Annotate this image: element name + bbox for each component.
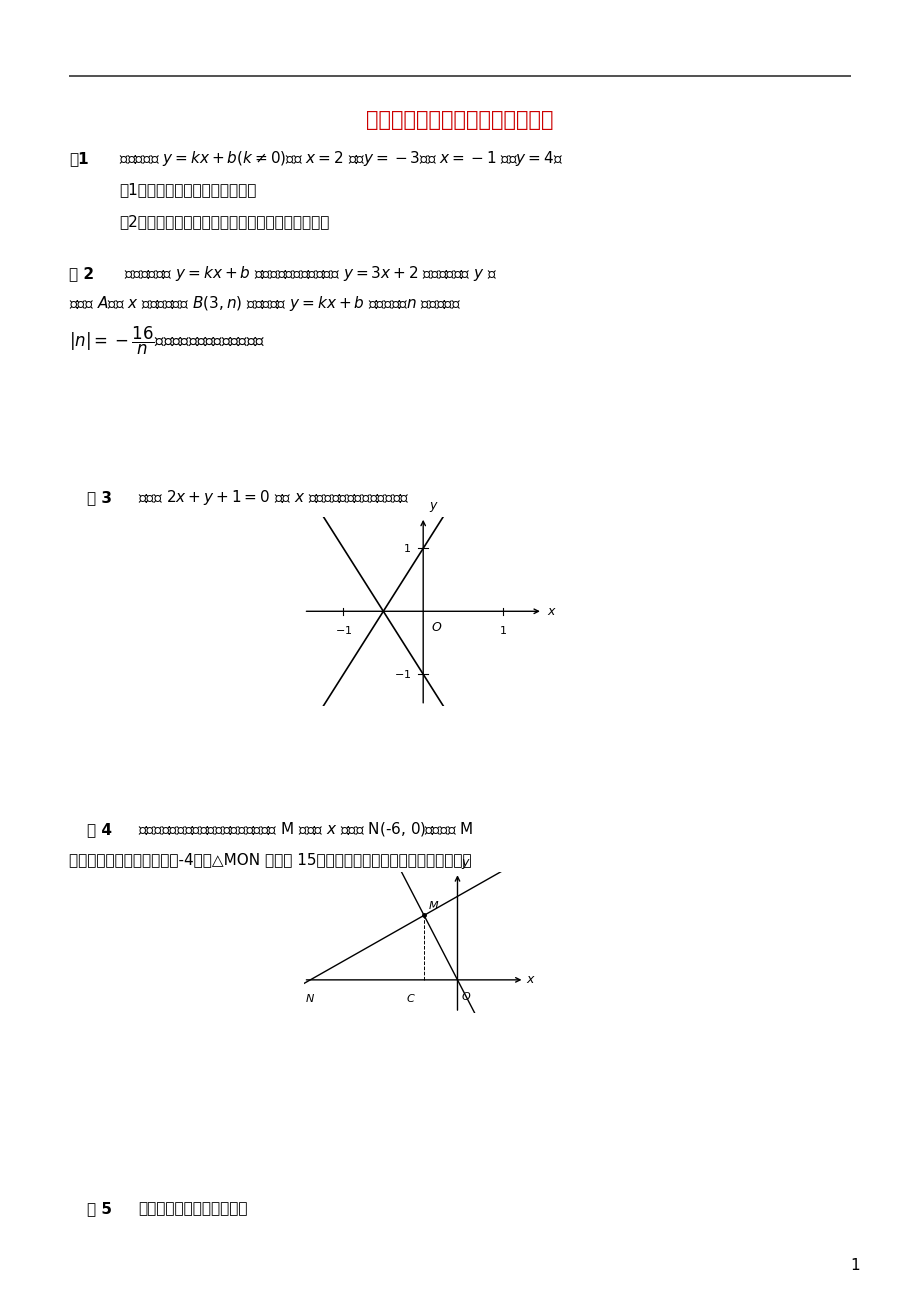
Text: $C$: $C$ <box>405 992 415 1004</box>
Text: $-1$: $-1$ <box>393 668 411 680</box>
Text: $x$: $x$ <box>525 974 535 987</box>
Text: 例 2: 例 2 <box>69 266 94 281</box>
Text: 设一次函数 $y=kx+b(k\neq 0)$，当 $x=2$ 时，$y=-3$，当 $x=-1$ 时，$y=4$。: 设一次函数 $y=kx+b(k\neq 0)$，当 $x=2$ 时，$y=-3$… <box>110 150 563 168</box>
Text: $M$: $M$ <box>427 900 439 911</box>
Text: $y$: $y$ <box>428 500 438 514</box>
Text: $x$: $x$ <box>546 605 556 617</box>
Text: $O$: $O$ <box>431 621 442 634</box>
Text: （1）求这个一次函数的解析式；: （1）求这个一次函数的解析式； <box>119 182 256 198</box>
Text: $N$: $N$ <box>305 992 315 1004</box>
Text: $y$: $y$ <box>460 857 471 871</box>
Text: 已知一次函数的图象交正比例函数图象于 M 点，交 $x$ 轴于点 N(-6, 0)，又知点 M: 已知一次函数的图象交正比例函数图象于 M 点，交 $x$ 轴于点 N(-6, 0… <box>138 820 472 838</box>
Text: 例1: 例1 <box>69 151 88 167</box>
Text: 例 4: 例 4 <box>87 822 112 837</box>
Text: 例 5: 例 5 <box>87 1200 112 1216</box>
Text: 已知一次函数 $y=kx+b$ 的图像与另一个一次函数 $y=3x+2$ 的图像相交于 $y$ 轴: 已知一次函数 $y=kx+b$ 的图像与另一个一次函数 $y=3x+2$ 的图像… <box>119 264 496 283</box>
Text: 例 3: 例 3 <box>87 490 112 505</box>
Text: 求下列一次函数的解析式：: 求下列一次函数的解析式： <box>138 1200 247 1216</box>
Text: （2）求这条直线与两坐标轴围成的三角形的面积。: （2）求这条直线与两坐标轴围成的三角形的面积。 <box>119 214 330 229</box>
Text: 位于第二象限，其横坐标为-4，若△MON 面积为 15，求正比例函数和一次函数的解析式。: 位于第二象限，其横坐标为-4，若△MON 面积为 15，求正比例函数和一次函数的… <box>69 852 471 867</box>
Text: 《求一次函数的关系式》典型例题: 《求一次函数的关系式》典型例题 <box>366 109 553 130</box>
Text: $|n|=-\dfrac{16}{n}$，求这个一次函数的解析式。: $|n|=-\dfrac{16}{n}$，求这个一次函数的解析式。 <box>69 326 265 357</box>
Text: 求直线 $2x+y+1=0$ 关于 $x$ 轴成轴对称的图形的解析式。: 求直线 $2x+y+1=0$ 关于 $x$ 轴成轴对称的图形的解析式。 <box>138 488 409 506</box>
Text: 上的点 $A$，且 $x$ 轴下方的一点 $B(3,n)$ 在一次函数 $y=kx+b$ 的图像上，$n$ 满足关系式: 上的点 $A$，且 $x$ 轴下方的一点 $B(3,n)$ 在一次函数 $y=k… <box>69 294 460 312</box>
Text: $1$: $1$ <box>498 624 506 635</box>
Text: 1: 1 <box>850 1258 859 1273</box>
Text: $1$: $1$ <box>403 543 411 555</box>
Text: $O$: $O$ <box>460 990 471 1001</box>
Text: $-1$: $-1$ <box>335 624 352 635</box>
